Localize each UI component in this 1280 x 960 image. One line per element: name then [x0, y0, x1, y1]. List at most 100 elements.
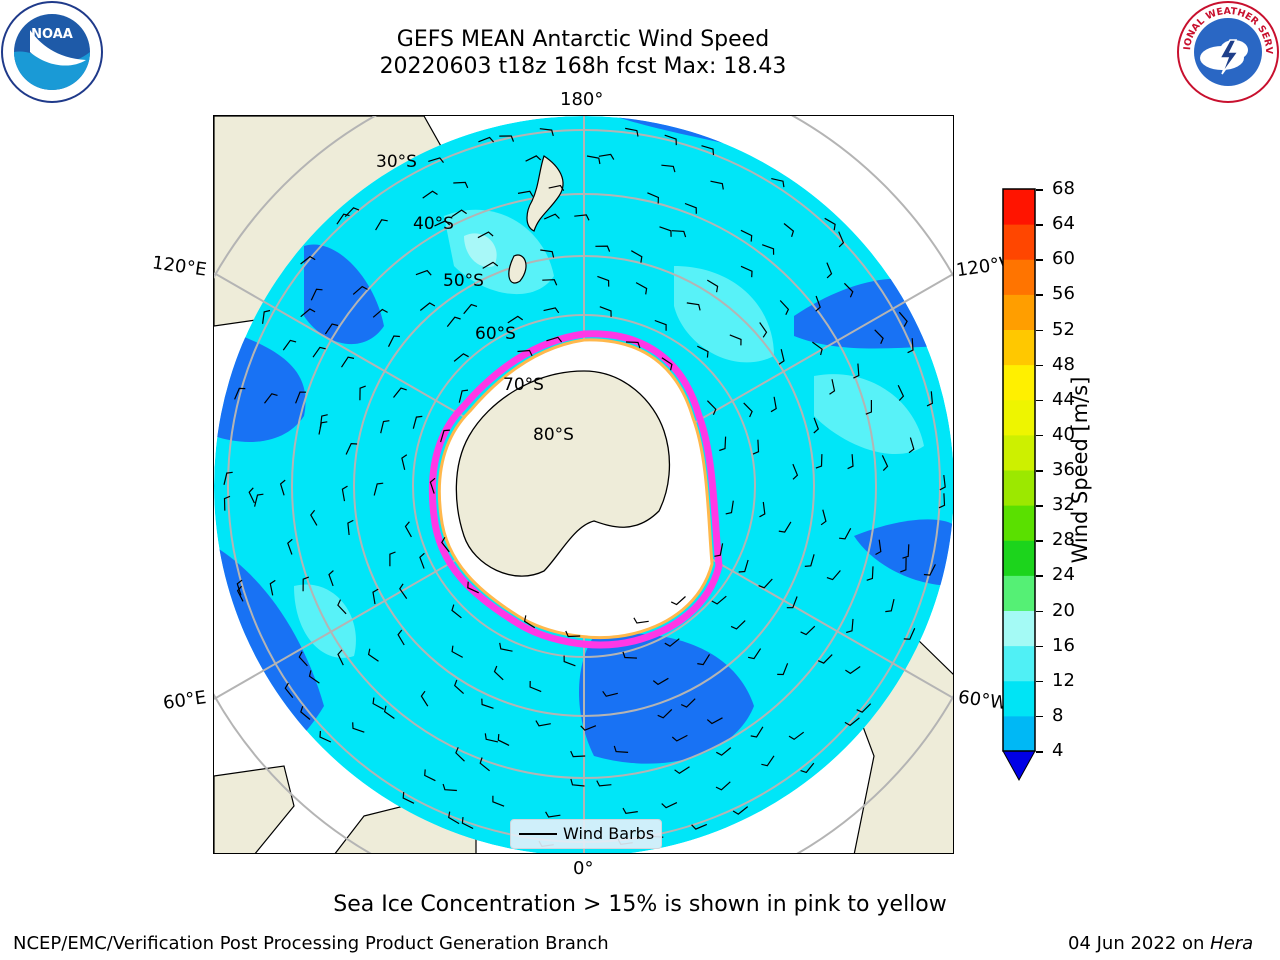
wind-barb [254, 493, 264, 507]
wind-barb [298, 651, 308, 667]
wind-barb [866, 566, 874, 581]
colorbar-cell [1003, 680, 1035, 717]
colorbar-tick-label: 44 [1052, 388, 1075, 410]
wind-barb [599, 306, 612, 317]
wind-barb [661, 357, 673, 371]
wind-barb [422, 190, 438, 199]
wind-barb [345, 442, 358, 455]
wind-barb [389, 551, 396, 567]
colorbar-cell [1003, 294, 1035, 330]
wind-barb [484, 733, 499, 743]
wind-barb [397, 629, 405, 646]
wind-barb [843, 282, 854, 298]
land-new-zealand-south [508, 254, 527, 284]
wind-barb [788, 731, 805, 741]
wind-barb [546, 336, 563, 343]
colorbar-tick-label: 24 [1052, 564, 1075, 586]
wind-barb [897, 385, 905, 401]
wind-barb [820, 509, 827, 526]
wind-zone-high-1 [444, 209, 554, 295]
wind-barb [598, 153, 615, 160]
wind-barb [302, 576, 310, 592]
wind-barb [448, 811, 460, 825]
wind-barb [657, 708, 673, 719]
wind-barb [815, 295, 821, 312]
wind-barb [463, 303, 478, 315]
wind-barb [740, 265, 753, 278]
colorbar-tick-mark [1036, 434, 1043, 437]
wind-barb [874, 329, 884, 345]
wind-barb [761, 244, 775, 255]
colorbar-tick-label: 16 [1052, 634, 1075, 656]
colorbar-tick-label: 28 [1052, 529, 1075, 551]
wind-barb [865, 400, 872, 415]
lat-label-70s: 70°S [503, 375, 544, 395]
wind-barb [659, 226, 672, 237]
wind-barb [845, 666, 861, 675]
colorbar-cell [1003, 399, 1035, 436]
colorbar-tick-mark [1036, 610, 1043, 612]
wind-barb [602, 690, 618, 697]
wind-barb [777, 663, 789, 676]
wind-barb [800, 625, 816, 636]
colorbar-tick-label: 60 [1052, 248, 1075, 270]
wind-barb [507, 315, 524, 324]
lon-label-180: 180° [560, 89, 604, 110]
wind-barb [716, 747, 732, 756]
wind-barb [453, 679, 465, 695]
wind-barb [310, 509, 318, 526]
wind-barb [939, 475, 946, 491]
wind-barb [525, 155, 542, 162]
wind-barb [523, 615, 536, 629]
wind-barb [344, 207, 360, 218]
wind-barb [412, 415, 423, 429]
wind-barb [441, 536, 450, 553]
colorbar-tick-mark [1036, 540, 1043, 542]
wind-barb [758, 578, 773, 589]
wind-zone-low-6 [304, 244, 384, 345]
wind-barb [647, 192, 660, 204]
wind-barb [372, 588, 379, 605]
wind-barb [738, 559, 749, 573]
credit-line: NCEP/EMC/Verification Post Processing Pr… [13, 933, 609, 954]
map-subtitle: 20220603 t18z 168h fcst Max: 18.43 [379, 54, 787, 79]
wind-barb [453, 181, 469, 189]
wind-barb [540, 249, 555, 258]
wind-barb [786, 596, 798, 609]
wind-barb [706, 400, 717, 415]
wind-barb [455, 747, 465, 762]
wind-barb [671, 230, 687, 238]
wind-zone-low-3 [579, 633, 754, 764]
wind-barb [529, 680, 542, 693]
colorbar-cell [1003, 575, 1035, 611]
wind-barb [631, 250, 643, 263]
wind-barb [743, 402, 753, 418]
wind-barb [481, 698, 494, 709]
colorbar-cell [1003, 715, 1035, 752]
wind-barb [223, 495, 231, 511]
colorbar-cell [1003, 224, 1035, 260]
wind-barb [312, 346, 326, 358]
wind-barb [282, 339, 297, 351]
wind-barb [824, 217, 836, 231]
wind-barb [429, 477, 436, 494]
wind-barb [752, 439, 760, 455]
wind-barb [387, 335, 400, 347]
wind-barb [792, 463, 799, 480]
wind-barb [813, 417, 820, 434]
map-legend: Wind Barbs [510, 819, 662, 849]
wind-barb [674, 766, 690, 775]
wind-barb [393, 387, 407, 398]
wind-barb [493, 665, 504, 681]
colorbar-tick-mark [1036, 224, 1043, 226]
wind-barb [804, 554, 815, 567]
wind-barb [815, 454, 823, 469]
wind-barb [664, 134, 677, 146]
wind-barb [900, 557, 907, 573]
legend-line-sample [519, 833, 557, 835]
wind-barb [839, 528, 852, 540]
wind-barb [691, 823, 708, 830]
wind-barb [664, 638, 680, 647]
wind-barb [284, 682, 294, 698]
wind-barb [453, 353, 469, 362]
